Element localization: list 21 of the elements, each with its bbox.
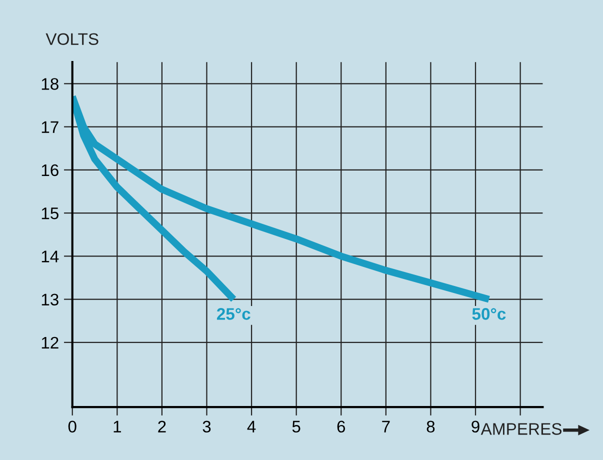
y-axis-title: VOLTS [46, 33, 98, 46]
x-tick-label: 6 [337, 420, 346, 433]
y-tick-label: 17 [42, 121, 58, 133]
y-tick-label: 12 [42, 336, 58, 348]
y-tick-label: 16 [42, 164, 58, 176]
x-tick-label: 0 [68, 420, 76, 433]
y-tick-label: 14 [42, 250, 59, 262]
x-tick-label: 1 [114, 420, 121, 432]
y-tick-label: 18 [42, 78, 58, 90]
x-tick-label: 4 [247, 420, 256, 432]
x-axis-title: AMPERES [480, 423, 562, 435]
x-tick-label: 3 [202, 420, 211, 433]
series-label: 50°c [472, 308, 506, 320]
x-tick-label: 9 [472, 420, 480, 433]
x-tick-label: 2 [158, 420, 166, 432]
x-tick-label: 7 [382, 420, 390, 432]
y-tick-label: 15 [42, 208, 58, 220]
x-tick-label: 5 [292, 420, 300, 433]
x-tick-label: 8 [426, 420, 435, 433]
series-label: 25°c [216, 308, 250, 320]
y-tick-label: 13 [42, 294, 58, 306]
